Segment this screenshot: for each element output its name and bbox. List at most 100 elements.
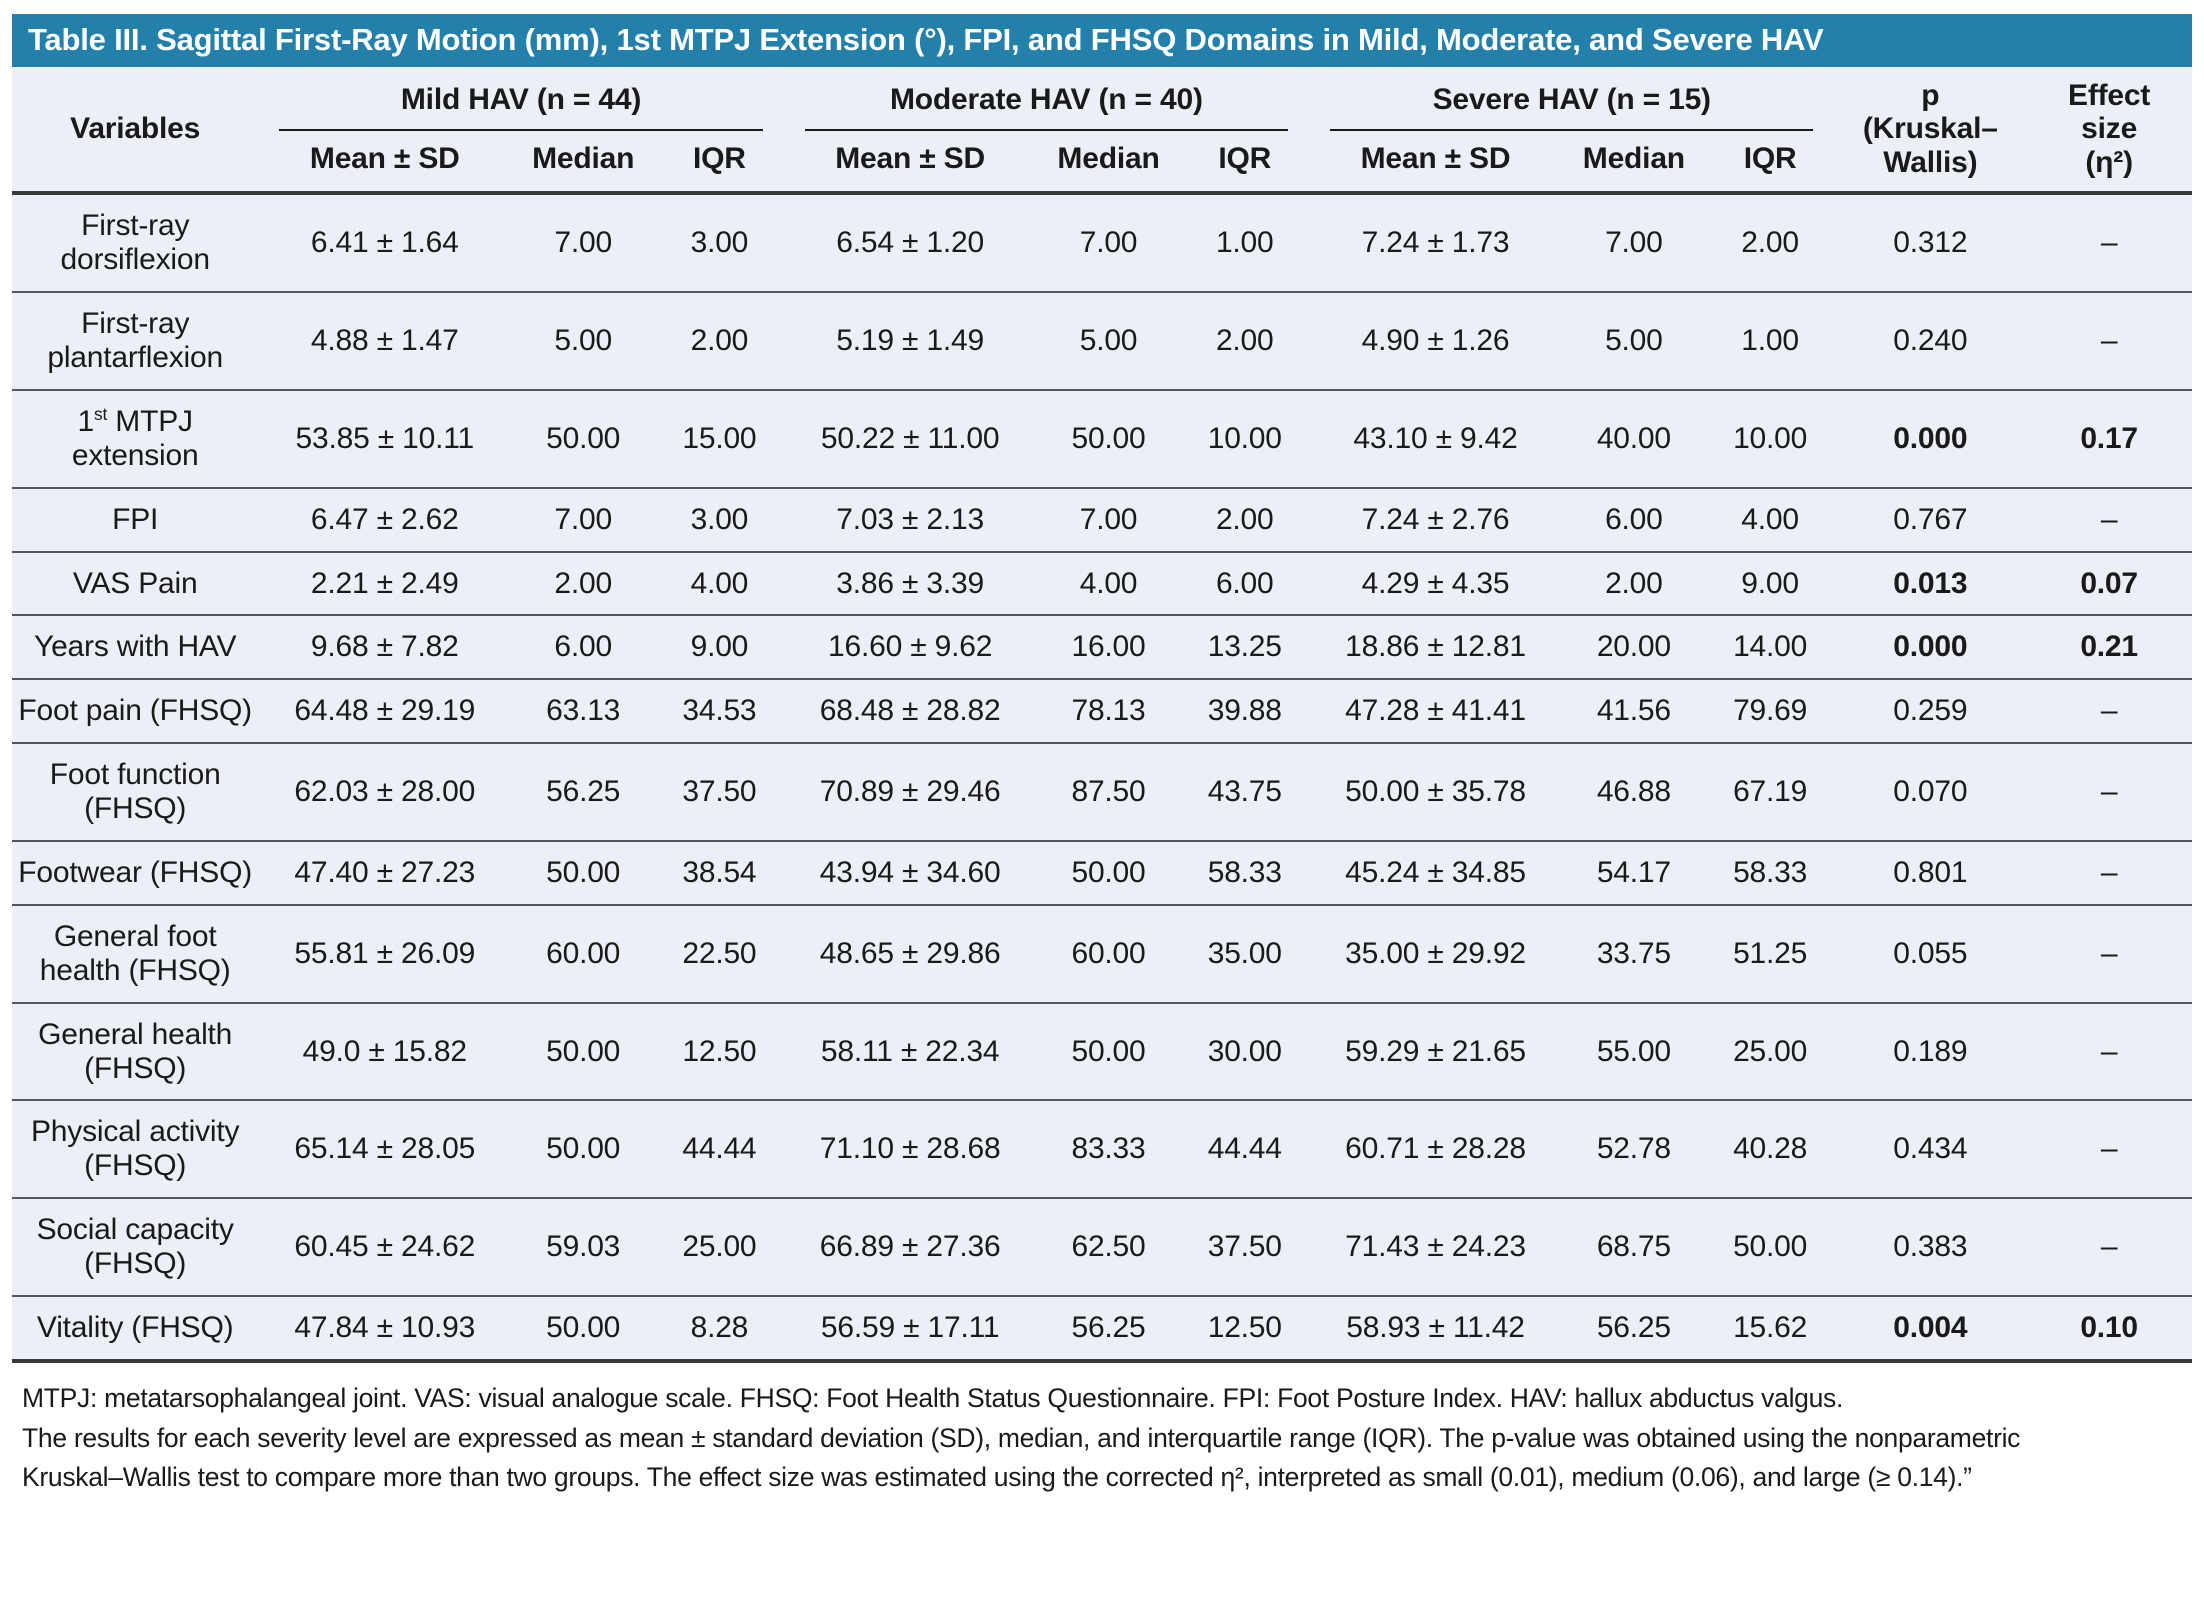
value-cell: 5.19 ± 1.49 [836, 324, 984, 357]
value-cell: 44.44 [1207, 1132, 1282, 1166]
value-cell: 13.25 [1207, 630, 1282, 664]
value-cell: 3.86 ± 3.39 [836, 566, 984, 600]
row-label: Social capacity (FHSQ) [36, 1213, 234, 1281]
value-cell: 7.00 [1605, 226, 1663, 260]
value-cell: 6.54 ± 1.20 [836, 226, 984, 260]
effect-size-cell: 0.07 [2080, 566, 2138, 600]
row-label: Vitality (FHSQ) [36, 1310, 234, 1344]
value-cell: 37.50 [1207, 1230, 1282, 1264]
table-body: First-ray dorsiflexion 6.41 ± 1.64 7.00 3.0… [12, 193, 2192, 1361]
value-cell: 14.00 [1733, 630, 1808, 664]
value-cell: 83.33 [1071, 1132, 1146, 1166]
value-cell: 58.11 ± 22.34 [820, 1034, 1000, 1068]
value-cell: 70.89 ± 29.46 [819, 775, 1001, 809]
group-header-mild: Mild HAV (n = 44) [258, 67, 783, 132]
value-cell: 71.10 ± 28.68 [819, 1132, 1001, 1166]
row-label: Years with HAV [34, 630, 237, 664]
row-label: VAS Pain [72, 566, 198, 600]
value-cell: 41.56 [1596, 694, 1671, 728]
value-cell: 65.14 ± 28.05 [294, 1132, 476, 1166]
p-value-cell: 0.259 [1893, 694, 1968, 728]
value-cell: 59.29 ± 21.65 [1345, 1034, 1526, 1068]
effect-header-line2: (η²) [2085, 145, 2133, 179]
effect-size-cell: – [2100, 936, 2118, 970]
effect-size-cell: – [2100, 1034, 2118, 1068]
footnote-abbreviations: MTPJ: metatarsophalangeal joint. VAS: vi… [22, 1382, 1844, 1413]
value-cell: 4.00 [1079, 566, 1138, 600]
table-row: General health (FHSQ) 49.0 ± 15.82 50.00 12… [12, 1003, 2192, 1101]
value-cell: 33.75 [1596, 936, 1671, 970]
p-value-cell: 0.055 [1893, 936, 1968, 970]
value-cell: 7.24 ± 2.76 [1361, 502, 1510, 536]
value-cell: 15.00 [682, 421, 757, 455]
value-cell: 12.50 [1207, 1310, 1282, 1344]
value-cell: 48.65 ± 29.86 [819, 936, 1001, 970]
value-cell: 10.00 [1733, 421, 1808, 455]
value-cell: 45.24 ± 34.85 [1345, 855, 1526, 889]
subheader-group0-2: IQR [655, 131, 784, 196]
row-label: First-ray dorsiflexion [60, 209, 210, 277]
value-cell: 62.03 ± 28.00 [294, 775, 476, 809]
value-cell: 25.00 [1733, 1034, 1808, 1068]
value-cell: 18.86 ± 12.81 [1345, 630, 1526, 664]
value-cell: 63.13 [546, 694, 621, 728]
value-cell: 35.00 ± 29.92 [1345, 936, 1526, 970]
value-cell: 1.00 [1741, 324, 1799, 357]
effect-size-cell: – [2100, 694, 2118, 728]
value-cell: 56.25 [546, 775, 621, 809]
value-cell: 40.28 [1733, 1132, 1808, 1166]
row-label: FPI [112, 502, 159, 536]
group-header-moderate: Moderate HAV (n = 40) [784, 67, 1309, 132]
value-cell: 16.60 ± 9.62 [828, 630, 993, 664]
value-cell: 50.00 [546, 1310, 621, 1344]
value-cell: 12.50 [682, 1034, 757, 1068]
p-value-cell: 0.070 [1893, 775, 1968, 809]
value-cell: 34.53 [682, 694, 757, 728]
value-cell: 60.71 ± 28.28 [1345, 1132, 1526, 1166]
value-cell: 7.00 [1079, 502, 1138, 536]
table-row: Social capacity (FHSQ) 60.45 ± 24.62 59.03… [12, 1198, 2192, 1296]
value-cell: 2.00 [1215, 324, 1274, 357]
value-cell: 87.50 [1071, 775, 1146, 809]
value-cell: 1.00 [1215, 226, 1274, 260]
value-cell: 50.00 ± 35.78 [1345, 775, 1526, 809]
value-cell: 55.00 [1596, 1034, 1671, 1068]
table-row: Footwear (FHSQ) 47.40 ± 27.23 50.00 38.54 43… [12, 841, 2192, 905]
value-cell: 60.00 [546, 936, 621, 970]
value-cell: 60.00 [1071, 936, 1146, 970]
value-cell: 39.88 [1207, 694, 1282, 728]
value-cell: 56.59 ± 17.11 [820, 1310, 1000, 1344]
p-value-cell: 0.004 [1893, 1310, 1968, 1344]
value-cell: 47.84 ± 10.93 [294, 1310, 476, 1344]
value-cell: 35.00 [1207, 936, 1282, 970]
group-header-mild-label: Mild HAV (n = 44) [279, 83, 763, 131]
subheader-group1-1: Median [1036, 131, 1181, 196]
subheader-group2-1: Median [1561, 131, 1706, 196]
value-cell: 66.89 ± 27.36 [819, 1230, 1001, 1264]
value-cell: 53.85 ± 10.11 [295, 421, 475, 455]
column-header-variables: Variables [12, 67, 259, 196]
table-row: Foot function (FHSQ) 62.03 ± 28.00 56.25 37… [12, 743, 2192, 841]
value-cell: 43.10 ± 9.42 [1353, 421, 1518, 455]
effect-size-cell: – [2100, 1230, 2118, 1264]
effect-size-cell: 0.17 [2080, 421, 2138, 455]
value-cell: 47.28 ± 41.41 [1345, 694, 1526, 728]
value-cell: 50.00 [1071, 421, 1146, 455]
value-cell: 9.00 [690, 630, 749, 664]
value-cell: 4.00 [690, 566, 749, 600]
value-cell: 46.88 [1596, 775, 1671, 809]
value-cell: 7.03 ± 2.13 [836, 502, 984, 536]
p-value-cell: 0.000 [1893, 421, 1968, 455]
value-cell: 50.00 [546, 855, 621, 889]
value-cell: 56.25 [1596, 1310, 1671, 1344]
value-cell: 7.00 [1079, 226, 1138, 260]
p-value-cell: 0.312 [1893, 226, 1968, 260]
results-table: Variables Mild HAV (n = 44) Moderate HAV… [12, 67, 2192, 1363]
value-cell: 4.90 ± 1.26 [1361, 324, 1510, 357]
p-value-cell: 0.240 [1893, 324, 1968, 357]
value-cell: 43.75 [1207, 775, 1282, 809]
table-row: First-ray dorsiflexion 6.41 ± 1.64 7.00 3.0… [12, 193, 2192, 293]
value-cell: 60.45 ± 24.62 [294, 1230, 476, 1264]
subheader-group2-2: IQR [1705, 131, 1835, 196]
value-cell: 4.00 [1741, 502, 1799, 536]
